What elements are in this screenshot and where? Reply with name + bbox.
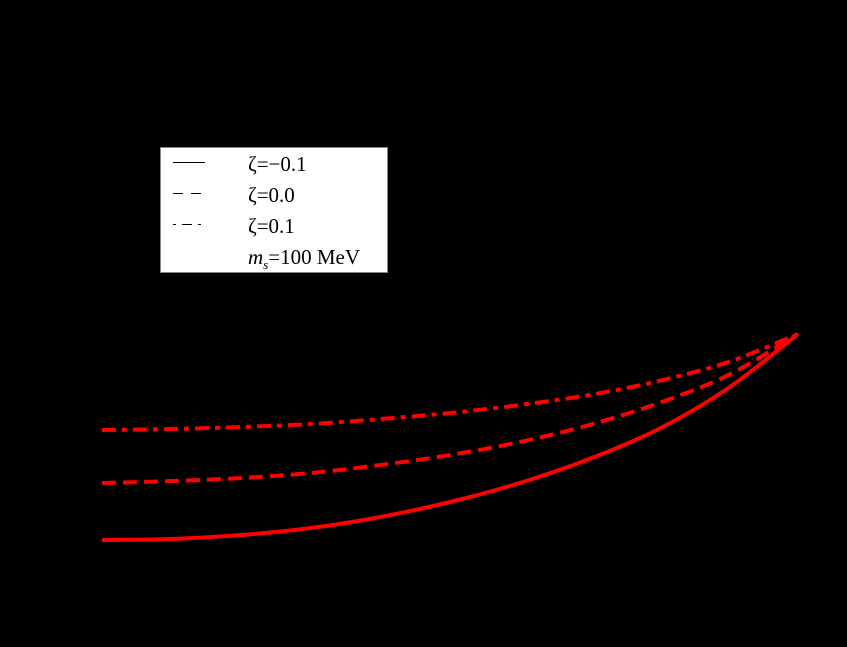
legend: ζ=−0.1 ζ=0.0 ζ=0.1 ms=100 MeV (160, 147, 388, 273)
mass-symbol: m (248, 245, 264, 269)
mass-subscript: s (263, 257, 269, 273)
solid-line-sample-icon (173, 162, 205, 163)
legend-label: ζ=0.1 (248, 214, 295, 238)
legend-annotation: ms=100 MeV (161, 241, 387, 273)
dashed-line-sample-icon (173, 193, 205, 194)
curve-zeta-0.1 (101, 332, 799, 432)
dash-dot-line-sample-icon (173, 224, 205, 225)
legend-label: ζ=−0.1 (248, 152, 307, 176)
mass-value: =100 MeV (268, 245, 360, 269)
legend-label: ζ=0.0 (248, 183, 295, 207)
legend-item-dash-dot: ζ=0.1 (161, 210, 387, 240)
legend-item-dashed: ζ=0.0 (161, 179, 387, 209)
legend-item-solid: ζ=−0.1 (161, 148, 387, 178)
curve-zeta-neg-0.1 (101, 332, 800, 542)
curve-zeta-0.0 (101, 332, 800, 485)
